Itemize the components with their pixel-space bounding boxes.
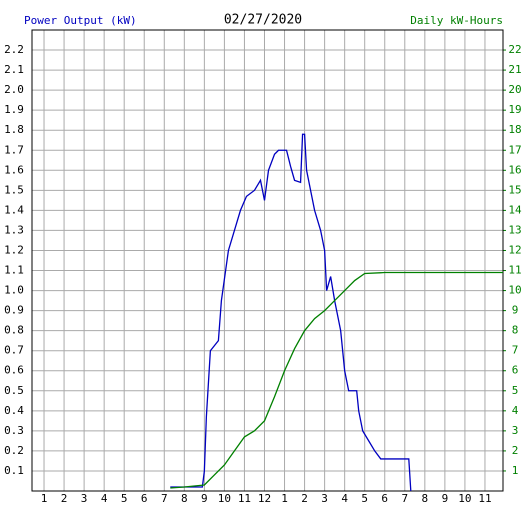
x-tick-label: 4 <box>101 492 108 505</box>
y2-tick-label: 22 <box>508 43 521 56</box>
x-tick-label: 1 <box>281 492 288 505</box>
y2-tick-label: 8 <box>512 324 519 337</box>
y2-tick-label: 18 <box>508 123 521 136</box>
y2-tick-label: 9 <box>512 304 519 317</box>
x-tick-label: 9 <box>201 492 208 505</box>
y-tick-label: 0.7 <box>4 344 24 357</box>
y2-tick-label: 13 <box>508 223 521 236</box>
x-tick-label: 11 <box>478 492 491 505</box>
x-tick-label: 12 <box>258 492 271 505</box>
y-tick-label: 0.5 <box>4 384 24 397</box>
y2-tick-label: 1 <box>512 464 519 477</box>
y-tick-label: 1.1 <box>4 264 24 277</box>
y-tick-label: 1.9 <box>4 103 24 116</box>
x-tick-label: 3 <box>81 492 88 505</box>
y-tick-label: 2.1 <box>4 63 24 76</box>
y2-tick-label: 17 <box>508 143 521 156</box>
x-tick-label: 10 <box>218 492 231 505</box>
x-tick-label: 3 <box>321 492 328 505</box>
y2-tick-label: 11 <box>508 264 521 277</box>
y2-tick-label: 6 <box>512 364 519 377</box>
x-tick-label: 7 <box>161 492 168 505</box>
y2-tick-label: 2 <box>512 444 519 457</box>
x-tick-label: 10 <box>458 492 471 505</box>
y2-tick-label: 3 <box>512 424 519 437</box>
series-line <box>170 133 412 492</box>
x-tick-label: 5 <box>361 492 368 505</box>
y-tick-label: 2.2 <box>4 43 24 56</box>
y2-tick-label: 15 <box>508 183 521 196</box>
y2-tick-label: 20 <box>508 83 521 96</box>
y2-axis-title: Daily kW-Hours <box>410 14 503 27</box>
y2-tick-label: 12 <box>508 243 521 256</box>
y-tick-label: 2.0 <box>4 83 24 96</box>
y-axis-title: Power Output (kW) <box>24 14 137 27</box>
x-tick-label: 5 <box>121 492 128 505</box>
y-tick-label: 1.4 <box>4 203 24 216</box>
y2-tick-label: 21 <box>508 63 521 76</box>
y-tick-label: 1.6 <box>4 163 24 176</box>
y-tick-label: 0.6 <box>4 364 24 377</box>
y-tick-label: 0.9 <box>4 304 24 317</box>
y-tick-label: 1.3 <box>4 223 24 236</box>
y-tick-label: 0.4 <box>4 404 24 417</box>
y-tick-label: 1.0 <box>4 284 24 297</box>
x-tick-label: 7 <box>401 492 408 505</box>
x-tick-label: 8 <box>181 492 188 505</box>
y2-tick-label: 10 <box>508 284 521 297</box>
y-tick-label: 1.8 <box>4 123 24 136</box>
plot-frame <box>31 29 504 492</box>
x-tick-label: 2 <box>61 492 68 505</box>
y2-tick-label: 5 <box>512 384 519 397</box>
y-tick-label: 1.5 <box>4 183 24 196</box>
y2-tick-label: 14 <box>508 203 522 216</box>
x-tick-label: 9 <box>442 492 449 505</box>
x-tick-label: 6 <box>141 492 148 505</box>
x-tick-label: 1 <box>41 492 48 505</box>
chart-title: 02/27/2020 <box>224 13 302 28</box>
x-tick-label: 2 <box>301 492 308 505</box>
y2-tick-label: 4 <box>512 404 519 417</box>
x-tick-label: 6 <box>381 492 388 505</box>
x-tick-label: 8 <box>422 492 429 505</box>
y2-tick-label: 19 <box>508 103 521 116</box>
y-tick-label: 1.2 <box>4 243 24 256</box>
y2-tick-label: 16 <box>508 163 521 176</box>
y-tick-label: 0.3 <box>4 424 24 437</box>
y2-tick-label: 7 <box>512 344 519 357</box>
y-tick-label: 1.7 <box>4 143 24 156</box>
x-tick-label: 11 <box>238 492 251 505</box>
y-tick-label: 0.2 <box>4 444 24 457</box>
y-tick-label: 0.1 <box>4 464 24 477</box>
x-tick-label: 4 <box>341 492 348 505</box>
series-line <box>170 271 503 489</box>
y-tick-label: 0.8 <box>4 324 24 337</box>
